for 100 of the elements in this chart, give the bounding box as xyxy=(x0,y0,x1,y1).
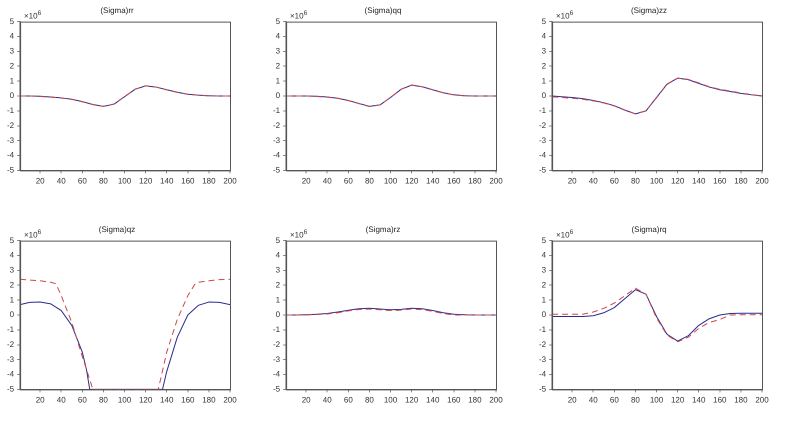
x-tick-label: 60 xyxy=(610,395,620,404)
text: ×10$^{6}$ xyxy=(290,229,308,240)
y-tick-label: 1 xyxy=(542,295,547,304)
y-tick-label: 2 xyxy=(10,61,15,70)
y-tick-label: 5 xyxy=(10,16,15,26)
y-tick-label: -5 xyxy=(6,384,15,394)
x-tick-label: 200 xyxy=(755,395,770,404)
x-tick-label: 200 xyxy=(223,176,238,186)
y-tick-label: 4 xyxy=(276,250,281,260)
y-tick-label: 2 xyxy=(276,61,281,70)
y-tick-label: 0 xyxy=(542,91,547,100)
x-tick-label: 120 xyxy=(138,395,153,404)
chart-title: (Sigma)qz xyxy=(98,225,136,234)
x-tick-label: 200 xyxy=(223,395,238,404)
x-tick-label: 140 xyxy=(426,395,440,404)
x-tick-label: 60 xyxy=(78,395,88,404)
x-tick-label: 100 xyxy=(650,395,664,404)
x-tick-label: 40 xyxy=(322,176,332,186)
text: ×10$^{6}$ xyxy=(556,229,574,240)
y-tick-label: 0 xyxy=(276,310,281,320)
chart-title: (Sigma)qq xyxy=(364,6,402,16)
x-tick-label: 160 xyxy=(447,176,462,186)
y-tick-label: -5 xyxy=(6,166,15,175)
x-tick-label: 140 xyxy=(160,176,174,186)
chart-title: (Sigma)rq xyxy=(631,225,667,234)
y-tick-label: -4 xyxy=(538,370,547,379)
text: ×10$^{6}$ xyxy=(556,10,574,21)
y-tick-label: 1 xyxy=(10,295,15,304)
x-tick-label: 160 xyxy=(181,395,196,404)
x-tick-label: 160 xyxy=(181,176,196,186)
x-tick-label: 200 xyxy=(489,176,504,186)
y-tick-label: -3 xyxy=(272,136,281,145)
x-tick-label: 120 xyxy=(404,176,419,186)
x-tick-label: 20 xyxy=(302,395,312,404)
y-tick-label: -5 xyxy=(272,166,281,175)
x-tick-label: 40 xyxy=(56,395,66,404)
y-tick-label: 0 xyxy=(10,91,15,100)
y-tick-label: 2 xyxy=(542,280,547,290)
y-tick-label: -3 xyxy=(6,354,15,364)
x-tick-label: 20 xyxy=(36,176,46,186)
x-tick-label: 120 xyxy=(670,395,685,404)
x-tick-label: 180 xyxy=(734,395,748,404)
x-tick-label: 20 xyxy=(302,176,312,186)
y-tick-label: 3 xyxy=(276,266,281,275)
y-tick-label: -1 xyxy=(6,106,15,116)
y-tick-label: 1 xyxy=(276,295,281,304)
text: ×10$^{6}$ xyxy=(290,10,308,21)
y-tick-label: 3 xyxy=(542,46,547,56)
x-tick-label: 60 xyxy=(78,176,88,186)
x-tick-label: 120 xyxy=(404,395,419,404)
x-tick-label: 140 xyxy=(160,395,174,404)
chart-title: (Sigma)rr xyxy=(100,6,134,16)
y-tick-label: -2 xyxy=(272,340,281,349)
x-tick-label: 100 xyxy=(384,395,398,404)
x-tick-label: 40 xyxy=(588,395,598,404)
y-tick-label: 3 xyxy=(276,46,281,56)
x-tick-label: 80 xyxy=(364,176,374,186)
y-tick-label: 4 xyxy=(542,250,547,260)
y-tick-label: 4 xyxy=(276,32,281,41)
y-tick-label: 5 xyxy=(542,236,547,245)
x-tick-label: 140 xyxy=(426,176,440,186)
x-tick-label: 80 xyxy=(630,395,640,404)
x-tick-label: 60 xyxy=(344,176,354,186)
y-tick-label: -3 xyxy=(538,136,547,145)
y-tick-label: 5 xyxy=(10,236,15,245)
y-tick-label: -5 xyxy=(538,384,547,394)
x-tick-label: 20 xyxy=(568,176,578,186)
x-tick-label: 60 xyxy=(610,176,620,186)
y-tick-label: 2 xyxy=(542,61,547,70)
chart-title: (Sigma)rz xyxy=(366,225,400,234)
y-tick-label: 1 xyxy=(542,76,547,86)
y-tick-label: -1 xyxy=(272,106,281,116)
y-tick-label: 3 xyxy=(10,46,15,56)
y-tick-label: -2 xyxy=(6,340,15,349)
x-tick-label: 140 xyxy=(692,176,706,186)
y-tick-label: 0 xyxy=(10,310,15,320)
y-tick-label: 4 xyxy=(10,32,15,41)
y-tick-label: -5 xyxy=(272,384,281,394)
x-tick-label: 200 xyxy=(489,395,504,404)
y-tick-label: -4 xyxy=(272,150,281,160)
y-tick-label: -1 xyxy=(6,325,15,334)
y-tick-label: -3 xyxy=(6,136,15,145)
chart-title: (Sigma)zz xyxy=(630,6,668,16)
y-tick-label: 0 xyxy=(276,91,281,100)
y-tick-label: 2 xyxy=(276,280,281,290)
x-tick-label: 100 xyxy=(384,176,398,186)
y-tick-label: 0 xyxy=(542,310,547,320)
x-tick-label: 180 xyxy=(734,176,748,186)
x-tick-label: 180 xyxy=(202,395,216,404)
y-tick-label: 3 xyxy=(542,266,547,275)
x-tick-label: 160 xyxy=(713,176,728,186)
y-tick-label: -4 xyxy=(6,150,15,160)
x-tick-label: 180 xyxy=(202,176,216,186)
x-tick-label: 160 xyxy=(447,395,462,404)
x-tick-label: 80 xyxy=(98,395,108,404)
y-tick-label: -1 xyxy=(538,106,547,116)
y-tick-label: 4 xyxy=(542,32,547,41)
x-tick-label: 120 xyxy=(670,176,685,186)
x-tick-label: 40 xyxy=(588,176,598,186)
y-tick-label: -2 xyxy=(538,340,547,349)
